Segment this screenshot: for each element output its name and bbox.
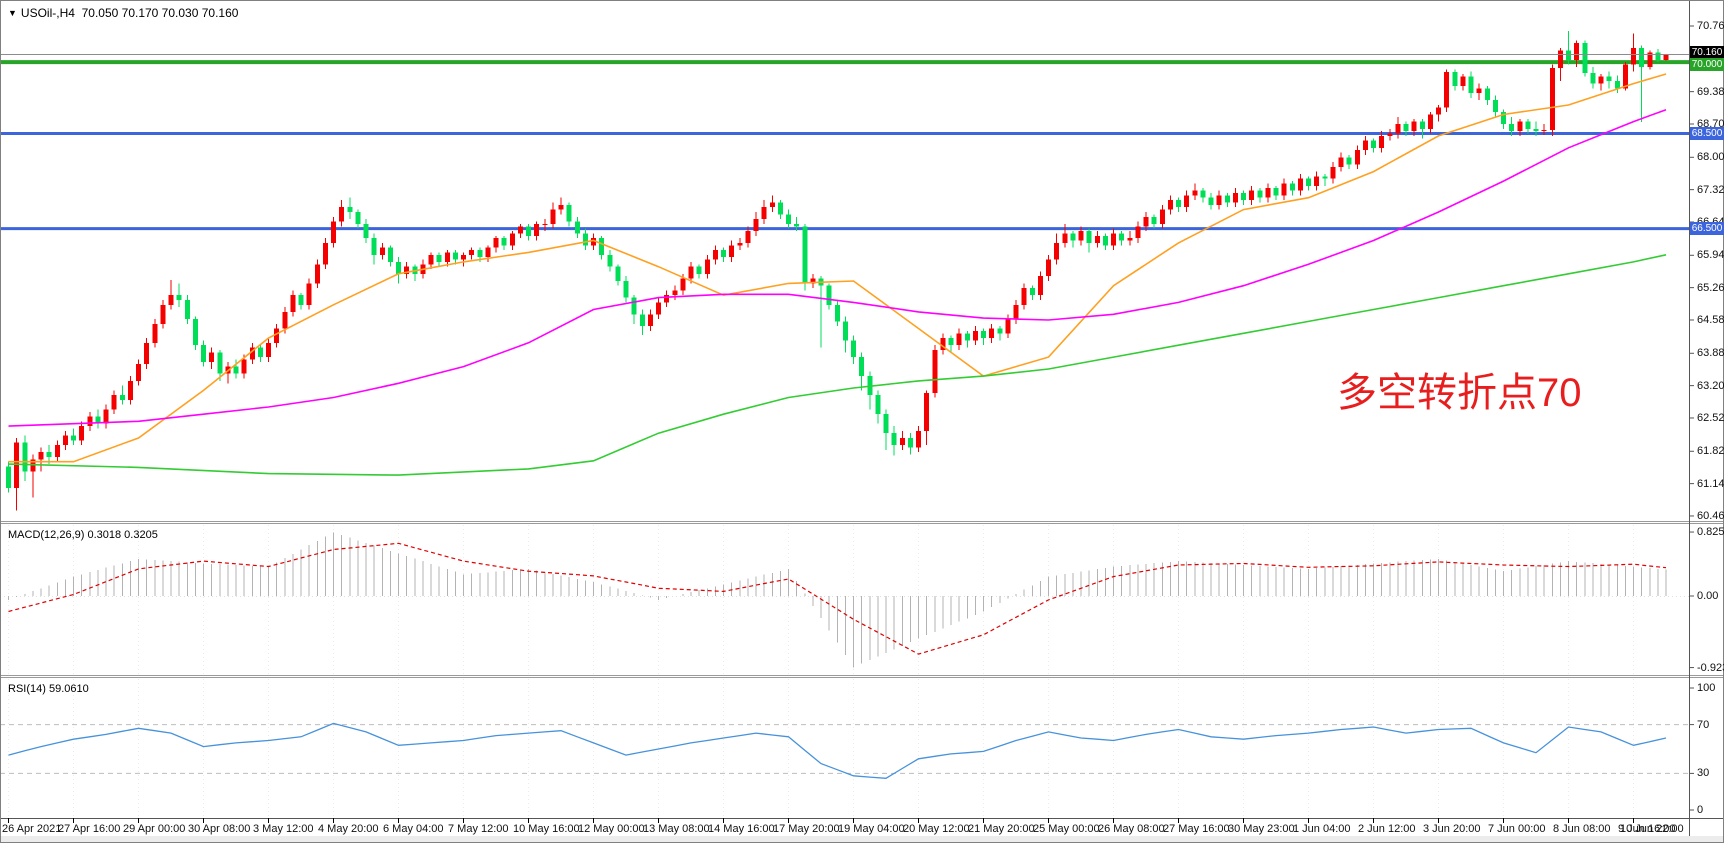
ma-mid-magenta xyxy=(8,108,1667,427)
rsi-panel[interactable] xyxy=(0,679,1689,818)
macd-panel[interactable] xyxy=(0,525,1689,675)
chart-title: ▼ USOil-,H4 70.050 70.170 70.030 70.160 xyxy=(8,6,238,20)
main-chart-panel[interactable] xyxy=(0,22,1689,521)
price-axis[interactable] xyxy=(1689,0,1724,818)
chart-title-ohlc: 70.050 70.170 70.030 70.160 xyxy=(81,6,239,20)
price-level-badge-66500: 66.500 xyxy=(1690,222,1724,235)
chart-title-symbol: USOil-,H4 xyxy=(20,6,75,20)
annotation-text: 多空转折点70 xyxy=(1337,371,1582,415)
time-axis[interactable] xyxy=(0,818,1724,843)
macd-histogram xyxy=(8,532,1667,668)
price-level-badge-68500: 68.500 xyxy=(1690,127,1724,140)
ma-slow-green xyxy=(8,254,1667,476)
candles-group xyxy=(6,30,1669,511)
rsi-line xyxy=(8,722,1667,779)
rsi-indicator-label: RSI(14) 59.0610 xyxy=(8,683,89,695)
collapse-arrow-icon[interactable]: ▼ xyxy=(8,8,17,18)
ma-fast-orange xyxy=(8,73,1667,463)
current-price-badge: 70.160 xyxy=(1690,46,1724,59)
macd-indicator-label: MACD(12,26,9) 0.3018 0.3205 xyxy=(8,529,158,541)
price-level-badge-70000: 70.000 xyxy=(1690,58,1724,71)
